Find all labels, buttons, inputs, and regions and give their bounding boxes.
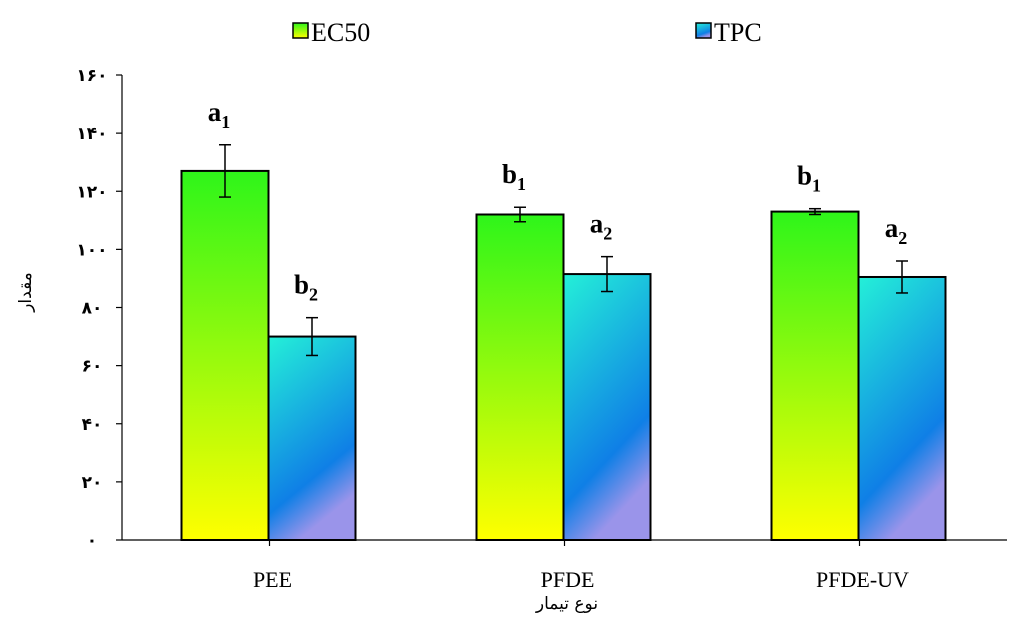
x-axis-title: نوع تیمار <box>535 594 598 614</box>
bars: a1 b1 b1 b2 a2 a2 <box>180 97 947 541</box>
significance-label: b1 <box>797 161 821 196</box>
significance-subscript: 2 <box>603 224 612 244</box>
y-tick-label: ۱۴۰ <box>76 124 107 144</box>
legend-swatch-tpc <box>695 22 712 39</box>
legend-label-tpc: TPC <box>714 18 762 47</box>
y-tick-label: ۸۰ <box>82 299 103 319</box>
y-tick-label: ۶۰ <box>82 357 103 377</box>
axes: ۰ ۲۰ ۴۰ ۶۰ ۸۰ ۱۰۰ ۱۲۰ ۱۴۰ ۱۶۰ PEE PFDE PFDE-UV <box>76 66 1007 592</box>
significance-label: a2 <box>885 213 908 248</box>
significance-label: b2 <box>294 270 318 305</box>
y-tick-label: ۱۶۰ <box>76 66 107 86</box>
legend-label-ec50: EC50 <box>311 18 370 47</box>
y-tick-label: ۴۰ <box>82 415 103 435</box>
bar-ec50 <box>180 169 270 541</box>
y-tick-label: ۲۰ <box>82 473 103 493</box>
significance-label: a2 <box>590 209 613 244</box>
significance-label: b1 <box>502 159 526 194</box>
bar-tpc <box>562 273 652 541</box>
bar-ec50 <box>770 210 860 541</box>
significance-subscript: 1 <box>221 112 230 132</box>
bar-tpc <box>857 275 947 541</box>
legend: EC50 TPC <box>292 18 762 47</box>
significance-subscript: 2 <box>309 285 318 305</box>
y-tick-label: ۱۲۰ <box>76 182 107 202</box>
y-tick-label: ۱۰۰ <box>76 240 107 260</box>
y-axis-title: مقدار <box>16 272 36 313</box>
significance-label: a1 <box>208 97 231 132</box>
legend-swatch-ec50 <box>292 22 309 39</box>
x-tick-label: PEE <box>253 567 292 592</box>
significance-subscript: 2 <box>898 228 907 248</box>
bar-ec50 <box>475 213 565 541</box>
significance-subscript: 1 <box>517 174 526 194</box>
bar-tpc <box>267 335 357 541</box>
significance-subscript: 1 <box>812 176 821 196</box>
x-tick-label: PFDE-UV <box>816 567 909 592</box>
y-tick-label: ۰ <box>87 531 97 551</box>
x-tick-label: PFDE <box>541 567 595 592</box>
